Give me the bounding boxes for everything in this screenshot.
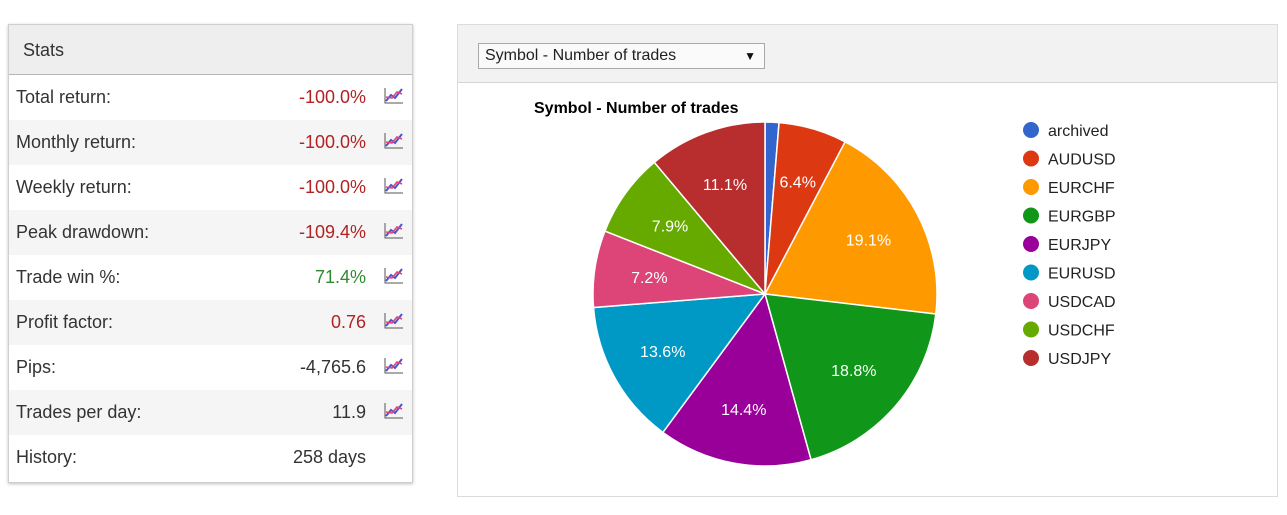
legend-label[interactable]: archived [1048,123,1108,140]
stats-row-value: -109.4% [298,222,366,242]
line-chart-icon[interactable] [384,311,404,329]
stats-row-value: 71.4% [314,267,366,287]
chart-type-select-value: Symbol - Number of trades [485,47,677,64]
stats-row: History: 258 days [9,435,412,480]
pie-slice-label: 7.9% [652,219,688,236]
pie-slices [592,121,938,467]
pie-labels: 6.4% 19.1% 18.8% 14.4% 13.6% 7.2% 7.9% 11.1% [631,175,891,419]
pie-slice-label: 7.2% [631,270,667,287]
pie-chart: Symbol - Number of trades 6.4% 19.1% 18.8%… [534,100,1116,467]
stats-row-value: 0.76 [330,312,366,332]
legend-swatch [1023,122,1039,138]
legend-label[interactable]: EURUSD [1048,266,1116,283]
stats-row: Total return: -100.0% [9,75,412,120]
legend-label[interactable]: USDCAD [1048,294,1116,311]
stats-row-label: Weekly return: [16,177,132,197]
legend-swatch [1023,264,1039,281]
legend-label[interactable]: EURJPY [1048,237,1111,254]
chart-panel: Symbol - Number of trades ▼ Symbol - Num… [457,24,1278,497]
legend-swatch [1023,179,1039,195]
legend-swatch [1023,293,1039,309]
stats-row-value: -100.0% [298,132,366,152]
stats-row-label: History: [16,447,78,467]
stats-list: Total return: -100.0% Monthly return: -100.… [9,75,412,480]
stats-header: Stats [9,25,412,75]
stats-row-label: Trade win %: [16,267,121,287]
pie-slice-label: 18.8% [831,363,876,380]
pie-slice-label: 19.1% [846,232,891,249]
stats-panel: Stats Total return: -100.0% Monthly return… [8,24,413,483]
stats-row-label: Peak drawdown: [16,222,150,242]
legend-swatch [1023,150,1039,167]
legend-label[interactable]: EURGBP [1048,209,1116,226]
stats-row: Monthly return: -100.0% [9,120,412,165]
line-chart-icon[interactable] [384,131,404,149]
chart-title: Symbol - Number of trades [534,100,739,117]
pie-slice-label: 6.4% [779,175,815,192]
line-chart-icon[interactable] [384,221,404,239]
stats-row-label: Monthly return: [16,132,137,152]
pie-slice-eurgbp[interactable] [763,293,937,461]
line-chart-icon[interactable] [384,266,404,284]
stats-row-value: 258 days [292,447,366,467]
legend-label[interactable]: USDJPY [1048,351,1111,368]
line-chart-icon[interactable] [384,86,404,104]
stats-row-value: -100.0% [298,177,366,197]
pie-slice-usdjpy[interactable] [653,121,766,297]
stats-row: Trades per day: 11.9 [9,390,412,435]
pie-slice-label: 11.1% [703,177,747,194]
legend-swatch [1023,350,1039,366]
legend-label[interactable]: USDCHF [1048,323,1115,340]
stats-row-value: 11.9 [332,402,366,422]
line-chart-icon[interactable] [384,356,404,374]
stats-row: Trade win %: 71.4% [9,255,412,300]
legend-swatch [1023,321,1039,338]
chart-legend: archived AUDUSD EURCHF EURGBP EURJPY EURUSD US… [1023,122,1116,368]
stats-row-label: Total return: [16,87,112,107]
line-chart-icon[interactable] [384,176,404,194]
pie-slice-label: 13.6% [640,344,685,361]
stats-row-value: -100.0% [298,87,366,107]
stats-row-value: -4,765.6 [299,357,366,377]
stats-row: Pips: -4,765.6 [9,345,412,390]
stats-row: Weekly return: -100.0% [9,165,412,210]
pie-slice-eurchf[interactable] [763,140,938,315]
stats-row-label: Trades per day: [16,402,142,422]
pie-slice-eurusd[interactable] [592,293,767,434]
stats-row: Peak drawdown: -109.4% [9,210,412,255]
chart-toolbar: Symbol - Number of trades ▼ [458,25,1277,83]
dropdown-arrow-icon: ▼ [744,49,756,63]
legend-swatch [1023,236,1039,252]
legend-swatch [1023,207,1039,224]
stats-row-label: Profit factor: [16,312,114,332]
line-chart-icon[interactable] [384,401,404,419]
legend-label[interactable]: EURCHF [1048,180,1115,197]
pie-slice-eurjpy[interactable] [661,292,812,467]
stats-row-label: Pips: [16,357,57,377]
pie-slice-label: 14.4% [721,402,766,419]
legend-label[interactable]: AUDUSD [1048,152,1116,169]
stats-row: Profit factor: 0.76 [9,300,412,345]
chart-type-select[interactable]: Symbol - Number of trades ▼ [478,43,765,69]
